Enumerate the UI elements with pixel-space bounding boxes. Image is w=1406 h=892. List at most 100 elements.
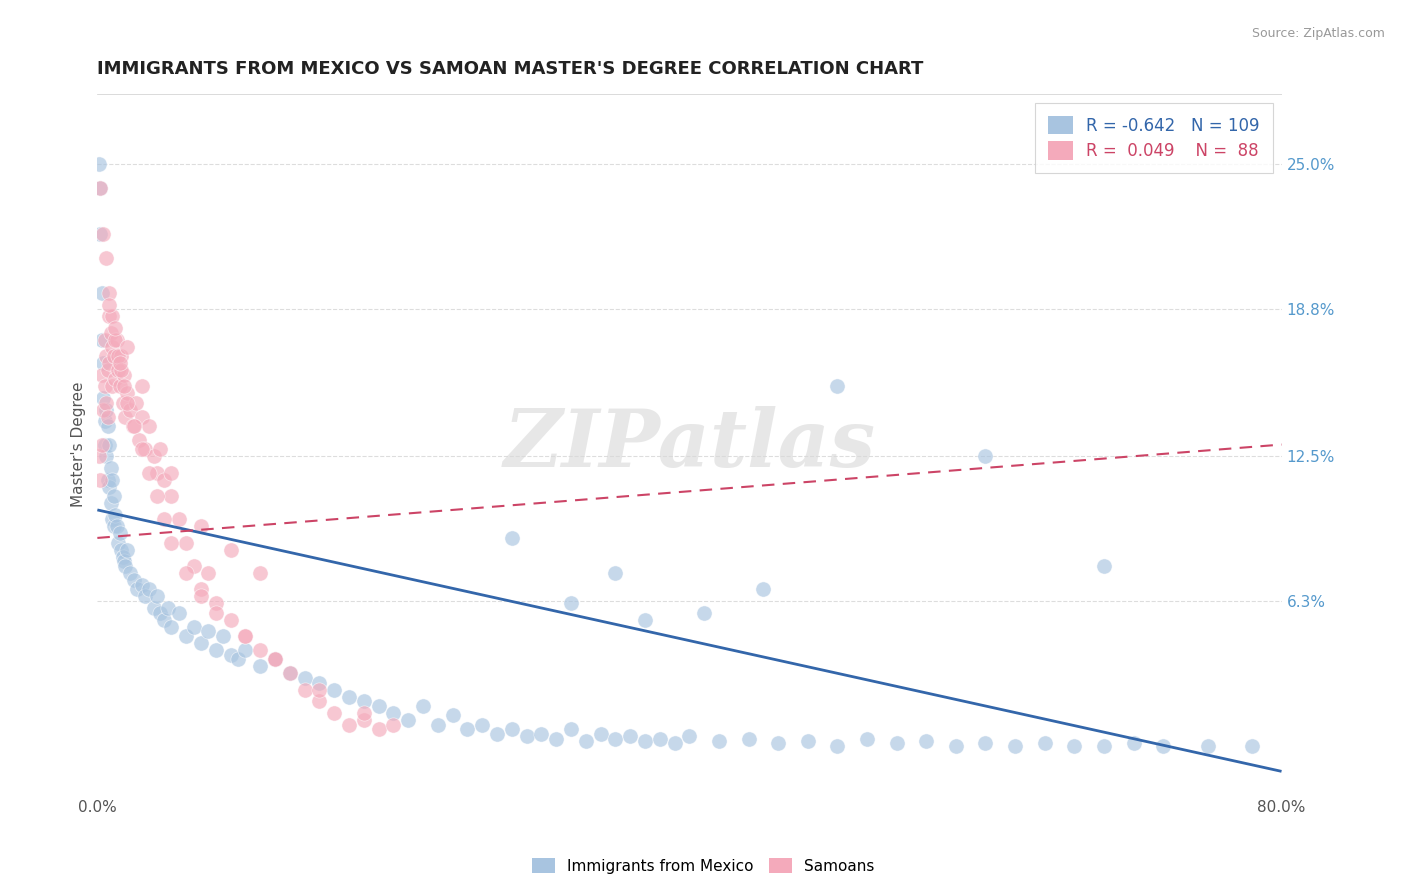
Point xyxy=(115,339,138,353)
Point xyxy=(124,418,146,433)
Point xyxy=(856,731,879,746)
Text: ZIPatlas: ZIPatlas xyxy=(503,406,876,483)
Point xyxy=(264,652,287,666)
Point xyxy=(96,395,118,409)
Point xyxy=(337,690,360,704)
Point xyxy=(219,648,242,662)
Point xyxy=(131,379,153,393)
Point xyxy=(98,437,121,451)
Point xyxy=(471,717,494,731)
Point xyxy=(249,566,271,580)
Point xyxy=(1004,739,1026,753)
Point xyxy=(110,542,132,557)
Point xyxy=(125,395,148,409)
Point xyxy=(115,395,138,409)
Point xyxy=(134,589,156,603)
Point xyxy=(264,652,287,666)
Point xyxy=(337,717,360,731)
Point xyxy=(131,442,153,457)
Point xyxy=(112,379,135,393)
Point xyxy=(91,227,114,242)
Point xyxy=(104,372,127,386)
Point xyxy=(97,418,120,433)
Point xyxy=(160,535,183,549)
Point xyxy=(634,734,657,748)
Point xyxy=(648,731,671,746)
Point xyxy=(145,589,167,603)
Point xyxy=(89,181,111,195)
Point xyxy=(111,549,134,564)
Point xyxy=(142,601,165,615)
Text: IMMIGRANTS FROM MEXICO VS SAMOAN MASTER'S DEGREE CORRELATION CHART: IMMIGRANTS FROM MEXICO VS SAMOAN MASTER'… xyxy=(97,60,924,78)
Point xyxy=(104,321,127,335)
Point xyxy=(157,601,180,615)
Point xyxy=(456,723,478,737)
Point xyxy=(97,363,120,377)
Point xyxy=(114,409,136,424)
Point xyxy=(167,512,190,526)
Point xyxy=(204,643,226,657)
Point xyxy=(124,573,146,587)
Point xyxy=(1092,558,1115,573)
Point xyxy=(560,723,582,737)
Point xyxy=(91,356,114,370)
Point xyxy=(353,706,375,720)
Point xyxy=(501,723,523,737)
Point xyxy=(575,734,598,748)
Point xyxy=(153,473,176,487)
Point xyxy=(367,723,389,737)
Point xyxy=(190,589,212,603)
Point xyxy=(138,582,160,597)
Point xyxy=(974,449,997,463)
Point xyxy=(153,512,176,526)
Point xyxy=(111,395,134,409)
Point xyxy=(560,596,582,610)
Point xyxy=(97,473,120,487)
Point xyxy=(100,461,122,475)
Point xyxy=(441,708,464,723)
Point xyxy=(197,566,219,580)
Point xyxy=(122,418,145,433)
Point xyxy=(96,251,118,265)
Point xyxy=(174,566,197,580)
Point xyxy=(183,620,205,634)
Point xyxy=(90,285,112,300)
Point xyxy=(108,379,131,393)
Point xyxy=(219,613,242,627)
Point xyxy=(1122,736,1144,750)
Point xyxy=(91,391,114,405)
Point xyxy=(278,666,301,681)
Point xyxy=(264,652,287,666)
Point xyxy=(103,489,125,503)
Point xyxy=(101,309,124,323)
Point xyxy=(886,736,908,750)
Point xyxy=(382,706,405,720)
Point xyxy=(619,729,641,743)
Point xyxy=(118,566,141,580)
Point xyxy=(353,713,375,727)
Point xyxy=(160,489,183,503)
Point xyxy=(108,356,131,370)
Point xyxy=(737,731,759,746)
Point xyxy=(114,558,136,573)
Point xyxy=(249,659,271,673)
Point xyxy=(212,629,235,643)
Point xyxy=(148,606,170,620)
Point xyxy=(1197,739,1219,753)
Point xyxy=(1092,739,1115,753)
Point xyxy=(1063,739,1085,753)
Point xyxy=(174,535,197,549)
Point xyxy=(190,636,212,650)
Point xyxy=(546,731,568,746)
Point xyxy=(1152,739,1174,753)
Point xyxy=(678,729,700,743)
Y-axis label: Master's Degree: Master's Degree xyxy=(72,382,86,508)
Point xyxy=(87,449,110,463)
Point xyxy=(91,402,114,417)
Point xyxy=(915,734,938,748)
Point xyxy=(134,442,156,457)
Point xyxy=(235,629,257,643)
Point xyxy=(145,466,167,480)
Point xyxy=(183,558,205,573)
Point xyxy=(90,333,112,347)
